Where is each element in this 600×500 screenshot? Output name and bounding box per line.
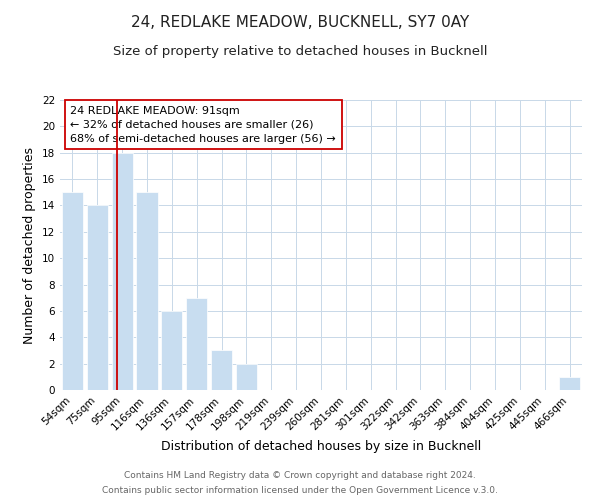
Bar [136,192,158,390]
Bar [62,192,83,390]
Text: 24, REDLAKE MEADOW, BUCKNELL, SY7 0AY: 24, REDLAKE MEADOW, BUCKNELL, SY7 0AY [131,15,469,30]
Text: Contains public sector information licensed under the Open Government Licence v.: Contains public sector information licen… [102,486,498,495]
Text: Contains HM Land Registry data © Crown copyright and database right 2024.: Contains HM Land Registry data © Crown c… [124,471,476,480]
Bar [161,311,182,390]
Bar [559,377,580,390]
Bar [186,298,207,390]
Bar [211,350,232,390]
Bar [87,206,108,390]
Bar [112,152,133,390]
Bar [236,364,257,390]
Text: 24 REDLAKE MEADOW: 91sqm
← 32% of detached houses are smaller (26)
68% of semi-d: 24 REDLAKE MEADOW: 91sqm ← 32% of detach… [70,106,336,144]
Text: Size of property relative to detached houses in Bucknell: Size of property relative to detached ho… [113,45,487,58]
X-axis label: Distribution of detached houses by size in Bucknell: Distribution of detached houses by size … [161,440,481,453]
Y-axis label: Number of detached properties: Number of detached properties [23,146,37,344]
